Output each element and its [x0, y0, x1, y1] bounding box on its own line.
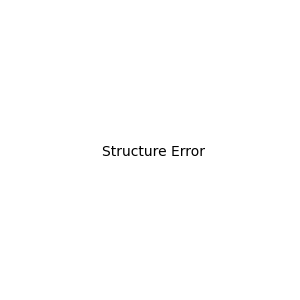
Text: Structure Error: Structure Error	[102, 145, 205, 158]
